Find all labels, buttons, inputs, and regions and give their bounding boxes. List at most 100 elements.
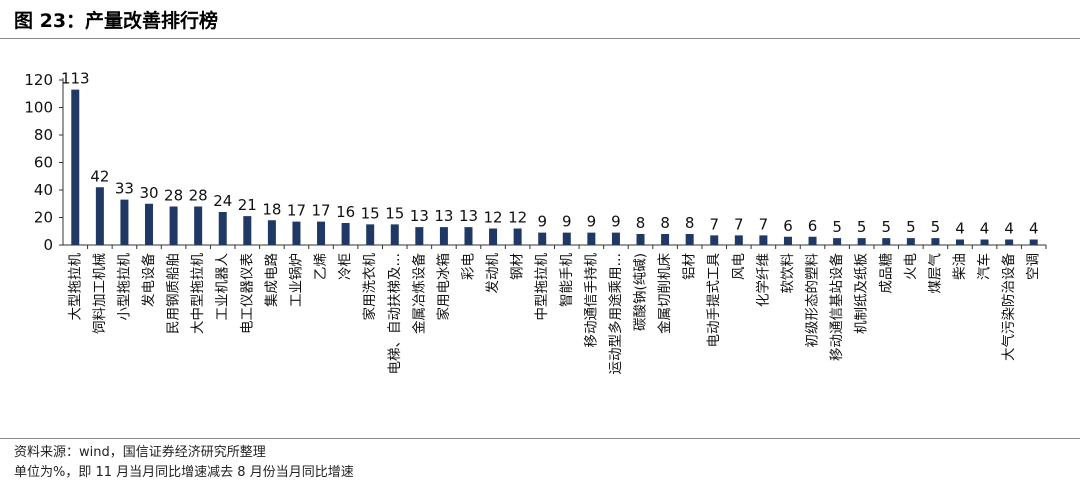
value-label: 13 bbox=[434, 207, 453, 225]
value-label: 28 bbox=[164, 187, 183, 205]
value-label: 4 bbox=[1004, 220, 1014, 238]
category-label: 大型拖拉机 bbox=[67, 253, 83, 321]
value-label: 17 bbox=[287, 202, 306, 220]
bar-33 bbox=[857, 238, 866, 245]
category-label: 工业锅炉 bbox=[288, 253, 304, 307]
bar-32 bbox=[833, 238, 842, 245]
value-label: 9 bbox=[537, 213, 547, 231]
category-label: 柴油 bbox=[952, 253, 968, 280]
value-label: 7 bbox=[759, 215, 769, 233]
bar-37 bbox=[955, 239, 964, 245]
value-label: 7 bbox=[734, 215, 744, 233]
category-label: 电动手提式工具 bbox=[706, 253, 722, 348]
category-label: 大气污染防治设备 bbox=[1000, 253, 1017, 361]
category-label: 煤层气 bbox=[927, 253, 943, 294]
value-label: 5 bbox=[931, 218, 941, 236]
figure-title: 图 23：产量改善排行榜 bbox=[14, 10, 219, 32]
unit-note: 单位为%，即 11 月当月同比增速减去 8 月份当月同比增速 bbox=[14, 465, 354, 480]
value-label: 5 bbox=[857, 218, 867, 236]
value-label: 13 bbox=[459, 207, 478, 225]
bar-17 bbox=[464, 227, 473, 245]
category-label: 风电 bbox=[731, 253, 747, 280]
bar-16 bbox=[439, 227, 448, 245]
value-label: 12 bbox=[484, 209, 503, 227]
value-label: 9 bbox=[587, 213, 597, 231]
value-label: 4 bbox=[1029, 220, 1039, 238]
category-label: 金属冶炼设备 bbox=[410, 253, 427, 334]
value-label: 12 bbox=[508, 209, 527, 227]
value-label: 18 bbox=[262, 200, 281, 218]
bar-15 bbox=[415, 227, 424, 245]
category-label: 化学纤维 bbox=[755, 253, 771, 307]
bar-24 bbox=[636, 234, 645, 245]
category-label: 空调 bbox=[1026, 253, 1042, 280]
category-label: 机制纸及纸板 bbox=[854, 253, 870, 334]
bar-21 bbox=[562, 232, 571, 245]
category-label: 小型拖拉机 bbox=[116, 253, 132, 321]
value-label: 5 bbox=[881, 218, 891, 236]
bar-23 bbox=[611, 232, 620, 245]
category-label: 智能手机 bbox=[559, 253, 575, 307]
bar-14 bbox=[390, 224, 399, 245]
value-label: 33 bbox=[115, 180, 134, 198]
category-label: 移动通信手持机 bbox=[583, 253, 599, 348]
category-label: 电梯、自动扶梯及… bbox=[387, 253, 403, 375]
value-label: 42 bbox=[90, 167, 109, 185]
category-label: 家用洗衣机 bbox=[361, 253, 378, 321]
bar-38 bbox=[980, 239, 989, 245]
bar-19 bbox=[513, 228, 522, 245]
y-tick-label: 80 bbox=[34, 126, 53, 144]
category-label: 民用钢质船舶 bbox=[166, 253, 182, 334]
category-label: 家用电冰箱 bbox=[435, 253, 452, 321]
value-label: 28 bbox=[189, 187, 208, 205]
bar-10 bbox=[292, 221, 301, 245]
category-label: 冷柜 bbox=[338, 253, 354, 280]
value-label: 6 bbox=[808, 217, 818, 235]
category-label: 运动型多用途乘用… bbox=[607, 253, 624, 375]
bar-31 bbox=[808, 236, 817, 245]
bar-2 bbox=[95, 187, 104, 245]
value-label: 30 bbox=[139, 184, 158, 202]
bar-25 bbox=[661, 234, 670, 245]
category-label: 碳酸钠(纯碱) bbox=[633, 253, 649, 331]
source-note: 资料来源：wind，国信证券经济研究所整理 bbox=[14, 445, 266, 460]
category-label: 火电 bbox=[903, 253, 919, 280]
value-label: 24 bbox=[213, 192, 232, 210]
category-label: 初级形态的塑料 bbox=[804, 253, 821, 348]
bar-35 bbox=[906, 238, 915, 245]
value-label: 13 bbox=[410, 207, 429, 225]
bar-40 bbox=[1029, 239, 1038, 245]
value-label: 16 bbox=[336, 203, 355, 221]
bar-3 bbox=[120, 199, 129, 245]
y-tick-label: 100 bbox=[24, 99, 53, 117]
bar-7 bbox=[218, 212, 227, 245]
bar-34 bbox=[882, 238, 891, 245]
category-label: 铝材 bbox=[682, 253, 698, 280]
value-label: 5 bbox=[832, 218, 842, 236]
bar-30 bbox=[783, 236, 792, 245]
category-label: 电工仪器仪表 bbox=[239, 253, 255, 334]
bar-4 bbox=[145, 203, 154, 245]
category-label: 金属切削机床 bbox=[657, 253, 673, 334]
bar-20 bbox=[538, 232, 547, 245]
bar-13 bbox=[366, 224, 375, 245]
bar-26 bbox=[685, 234, 694, 245]
bar-9 bbox=[267, 220, 276, 245]
y-tick-label: 0 bbox=[43, 236, 53, 254]
value-label: 6 bbox=[783, 217, 793, 235]
category-label: 钢材 bbox=[510, 253, 526, 280]
bar-1 bbox=[71, 89, 80, 245]
bar-8 bbox=[243, 216, 252, 245]
bar-chart: 0 20 40 60 80 100 120 113 大型拖拉机 42 饲料加工机械 33 小型拖拉机 30… bbox=[24, 70, 1047, 375]
value-label: 17 bbox=[311, 202, 330, 220]
y-tick-label: 20 bbox=[34, 209, 53, 227]
title-divider bbox=[0, 38, 1080, 39]
category-label: 发电设备 bbox=[140, 253, 157, 307]
bar-28 bbox=[734, 235, 743, 245]
y-tick-label: 120 bbox=[24, 71, 53, 89]
bar-18 bbox=[489, 228, 498, 245]
category-label: 乙烯 bbox=[313, 253, 329, 280]
value-label: 4 bbox=[980, 220, 990, 238]
value-label: 8 bbox=[660, 214, 670, 232]
y-tick-label: 60 bbox=[34, 154, 53, 172]
